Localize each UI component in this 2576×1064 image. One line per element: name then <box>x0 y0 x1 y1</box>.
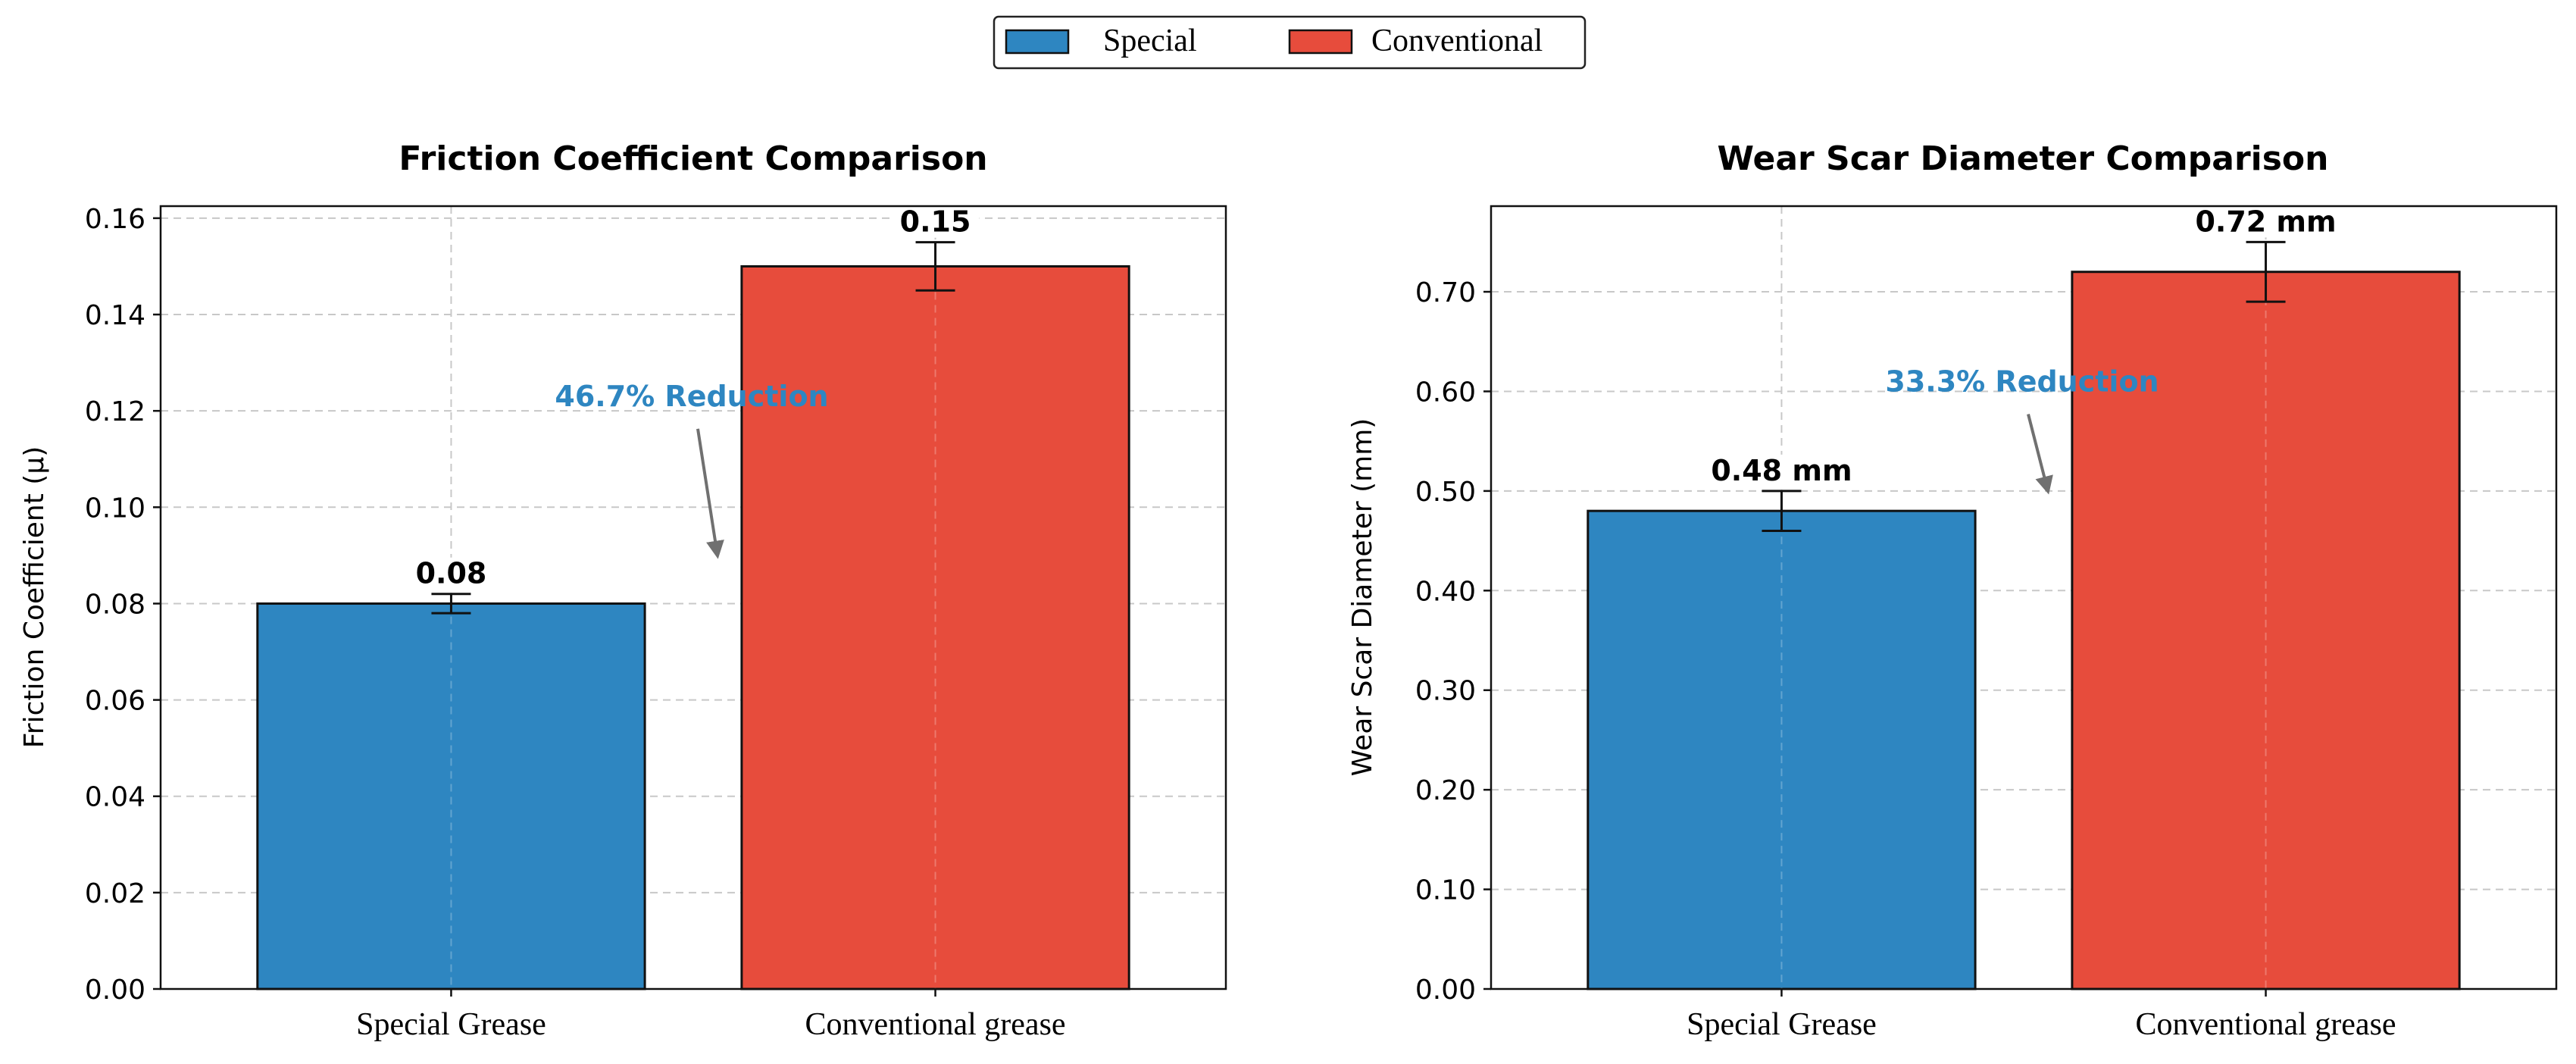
y-tick-label: 0.30 <box>1415 676 1476 707</box>
y-tick-label: 0.60 <box>1415 377 1476 408</box>
y-tick-label: 0.20 <box>1415 775 1476 806</box>
value-label: 0.08 <box>416 557 487 590</box>
annotation-text: 46.7% Reduction <box>555 380 828 413</box>
chart-title: Friction Coefficient Comparison <box>399 139 987 178</box>
value-label: 0.72 mm <box>2195 205 2336 238</box>
y-axis-label: Friction Coefficient (μ) <box>19 446 50 749</box>
chart-title: Wear Scar Diameter Comparison <box>1718 139 2329 178</box>
y-tick-label: 0.04 <box>85 782 145 813</box>
annotation-arrow <box>2027 413 2053 495</box>
friction-chart: Friction Coefficient Comparison 0.08 0.15… <box>19 139 1227 1042</box>
value-label-bg <box>2196 205 2337 238</box>
y-tick-label: 0.02 <box>85 878 145 909</box>
value-label-bg <box>1711 454 1852 487</box>
y-tick-label: 0.70 <box>1415 277 1476 308</box>
bar <box>1587 509 1977 990</box>
x-tick-label: Conventional grease <box>2136 1007 2396 1042</box>
y-tick-label: 0.50 <box>1415 477 1476 508</box>
y-tick-label: 0.14 <box>85 300 145 331</box>
y-tick-label: 0.40 <box>1415 576 1476 607</box>
y-tick-label: 0.00 <box>85 975 145 1006</box>
y-tick-label: 0.08 <box>85 589 145 620</box>
value-label-bg <box>891 205 980 238</box>
plot-frame <box>159 205 1227 990</box>
y-tick-label: 0.00 <box>1415 975 1476 1006</box>
legend-label-special: Special <box>1103 23 1197 58</box>
annotation-arrow <box>696 428 724 559</box>
plot-frame <box>1490 205 2558 990</box>
wear-scar-chart: Wear Scar Diameter Comparison 0.48 mm 0.7… <box>1347 139 2558 1042</box>
x-tick-label: Conventional grease <box>805 1007 1066 1042</box>
legend-swatch-special <box>1005 29 1070 55</box>
annotation-text: 33.3% Reduction <box>1885 365 2159 398</box>
value-label: 0.48 mm <box>1711 454 1852 487</box>
x-tick-label: Special Grease <box>1687 1007 1877 1042</box>
y-tick-label: 0.16 <box>85 204 145 235</box>
y-axis-label: Wear Scar Diameter (mm) <box>1347 418 1378 777</box>
value-label-bg <box>407 557 496 590</box>
legend-label-conventional: Conventional <box>1371 23 1543 58</box>
legend: Special Conventional <box>993 15 1587 70</box>
y-tick-label: 0.10 <box>1415 875 1476 906</box>
x-tick-label: Special Grease <box>356 1007 546 1042</box>
y-tick-label: 0.06 <box>85 686 145 717</box>
y-tick-label: 0.12 <box>85 396 145 427</box>
y-tick-label: 0.10 <box>85 493 145 524</box>
legend-swatch-conventional <box>1288 29 1353 55</box>
value-label: 0.15 <box>900 205 971 239</box>
